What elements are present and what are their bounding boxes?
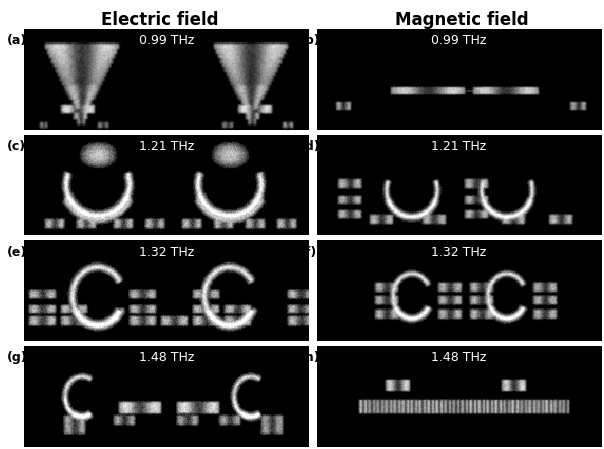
Text: (b): (b) xyxy=(300,34,320,47)
Text: (f): (f) xyxy=(300,246,317,259)
Text: 1.21 THz: 1.21 THz xyxy=(138,140,194,153)
Text: (h): (h) xyxy=(300,351,320,364)
Text: 1.48 THz: 1.48 THz xyxy=(431,351,487,364)
Text: Electric field: Electric field xyxy=(101,11,219,29)
Text: 0.99 THz: 0.99 THz xyxy=(431,34,487,47)
Text: 1.48 THz: 1.48 THz xyxy=(138,351,194,364)
Text: Magnetic field: Magnetic field xyxy=(395,11,529,29)
Text: 0.99 THz: 0.99 THz xyxy=(138,34,194,47)
Text: (g): (g) xyxy=(7,351,28,364)
Text: 1.21 THz: 1.21 THz xyxy=(431,140,487,153)
Text: (d): (d) xyxy=(300,140,320,153)
Text: (e): (e) xyxy=(7,246,27,259)
Text: 1.32 THz: 1.32 THz xyxy=(138,246,194,259)
Text: (a): (a) xyxy=(7,34,27,47)
Text: (c): (c) xyxy=(7,140,26,153)
Text: 1.32 THz: 1.32 THz xyxy=(431,246,487,259)
